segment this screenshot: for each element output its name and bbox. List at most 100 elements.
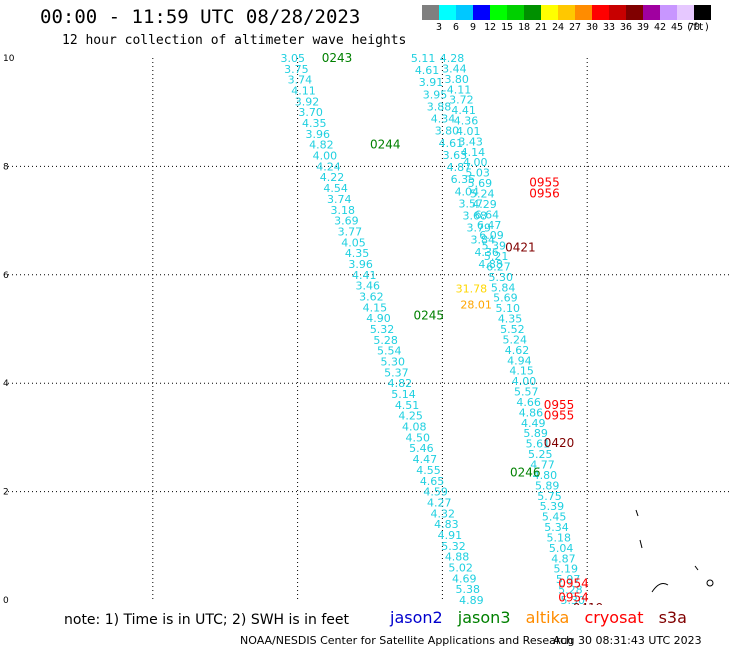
pass-time-label: 0954 [558,590,589,604]
wave-height-value: 4.41 [352,269,377,282]
wave-height-value: 4.00 [463,156,488,169]
wave-height-value: 5.32 [370,323,395,336]
legend-s3a: s3a [658,608,687,627]
coastline-shape [651,583,669,593]
wave-height-value: 5.30 [560,594,585,605]
colorbar-label: 39 [636,22,650,33]
wave-height-value: 4.77 [530,459,555,472]
wave-height-value: 3.18 [331,204,356,217]
wave-height-value: 3.74 [288,74,313,87]
pass-time-label: 0955 [544,398,575,412]
colorbar-label: 70 [687,22,701,33]
wave-height-value: 4.41 [451,104,476,117]
satellite-legend: jason2 jason3 altika cryosat s3a [390,608,697,627]
wave-height-value: 4.27 [427,496,452,509]
wave-height-value: 5.69 [493,292,518,305]
wave-height-value: 4.88 [445,551,470,564]
wave-height-value: 3.63 [443,149,468,162]
colorbar-swatch [456,5,473,20]
wave-height-value: 4.35 [345,247,370,260]
colorbar-swatch [575,5,592,20]
wave-height-value: 5.18 [547,531,572,544]
colorbar-swatch [490,5,507,20]
wave-height-value: 3.77 [338,225,363,238]
wave-height-value: 4.69 [452,572,477,585]
wave-height-value: 3.68 [463,209,488,222]
wave-height-value: 3.05 [281,52,306,65]
colorbar-label: 42 [653,22,667,33]
colorbar-swatch [473,5,490,20]
wave-height-value: 4.36 [454,115,479,128]
wave-height-value: 4.82 [309,139,334,152]
colorbar-label: 18 [517,22,531,33]
pass-time-label: 0243 [322,51,353,65]
coastline-shape [635,509,643,549]
wave-height-value: 4.04 [455,185,480,198]
colorbar-swatch [558,5,575,20]
colorbar-label: 36 [619,22,633,33]
wave-height-value: 5.46 [409,442,434,455]
wave-height-value: 4.00 [512,375,537,388]
coastline-shape [706,579,714,587]
note-text: note: 1) Time is in UTC; 2) SWH is in fe… [64,612,350,628]
wave-height-value: 5.84 [491,281,516,294]
wave-height-value: 3.79 [466,222,491,235]
colorbar-label: 27 [568,22,582,33]
wave-height-value: 4.14 [461,146,486,159]
colorbar-swatch [592,5,609,20]
wave-height-value: 5.30 [381,356,406,369]
wave-height-value: 5.38 [456,583,481,596]
wave-height-value: 5.89 [523,427,548,440]
wave-height-value: 6.47 [477,219,502,232]
colorbar-swatch [660,5,677,20]
wave-height-value: 3.57 [459,197,484,210]
wave-height-value: 5.32 [441,540,466,553]
colorbar-label: 30 [585,22,599,33]
pass-time-label: 0955 [544,409,575,423]
wave-height-value: 4.00 [313,150,338,163]
wave-height-value: 4.25 [398,410,423,423]
wave-height-value: 5.52 [500,323,525,336]
wave-height-value: 4.66 [516,396,541,409]
wave-height-value: 4.51 [395,399,420,412]
wave-height-value: 4.35 [302,117,327,130]
wave-height-value-high: 31.78 [456,282,488,295]
wave-height-value: 4.35 [498,313,523,326]
colorbar-swatch [541,5,558,20]
wave-height-value: 5.30 [489,271,514,284]
wave-height-value: 4.29 [472,198,497,211]
wave-height-value: 4.05 [341,236,366,249]
coastline-shape [694,565,699,571]
wave-height-value: 3.91 [419,76,444,89]
wave-height-value: 4.61 [415,64,440,77]
wave-height-value: 5.37 [384,366,409,379]
wave-height-value: 4.61 [439,137,464,150]
wave-height-value: 6.35 [451,173,476,186]
footer-source: NOAA/NESDIS Center for Satellite Applica… [240,634,574,647]
wave-height-value: 5.34 [544,521,569,534]
wave-height-value: 4.49 [521,417,546,430]
wave-height-value: 4.88 [478,258,503,271]
wave-height-value: 3.95 [423,88,448,101]
wave-height-plot: -105-102-99-96-93-9002468103.053.753.744… [3,51,732,605]
colorbar-swatch [609,5,626,20]
chart-subtitle: 12 hour collection of altimeter wave hei… [62,33,407,48]
wave-height-value: 3.72 [449,94,474,107]
wave-height-value: 5.24 [470,188,495,201]
wave-height-value: 4.83 [434,518,459,531]
wave-height-value: 3.80 [435,125,460,138]
wave-height-value: 5.57 [514,386,539,399]
colorbar-swatch [524,5,541,20]
wave-height-value: 4.08 [402,421,427,434]
wave-height-value: 4.15 [363,301,388,314]
wave-height-value: 3.84 [470,234,495,247]
wave-height-value: 4.59 [423,486,448,499]
colorbar-unit: (ft) [686,22,711,33]
wave-height-value: 4.62 [505,344,530,357]
y-tick-label: 2 [3,488,9,498]
wave-height-value: 4.36 [474,246,499,259]
y-tick-label: 6 [3,271,9,281]
colorbar-label: 9 [469,22,477,33]
colorbar-swatch [439,5,456,20]
wave-height-value: 3.69 [334,215,359,228]
